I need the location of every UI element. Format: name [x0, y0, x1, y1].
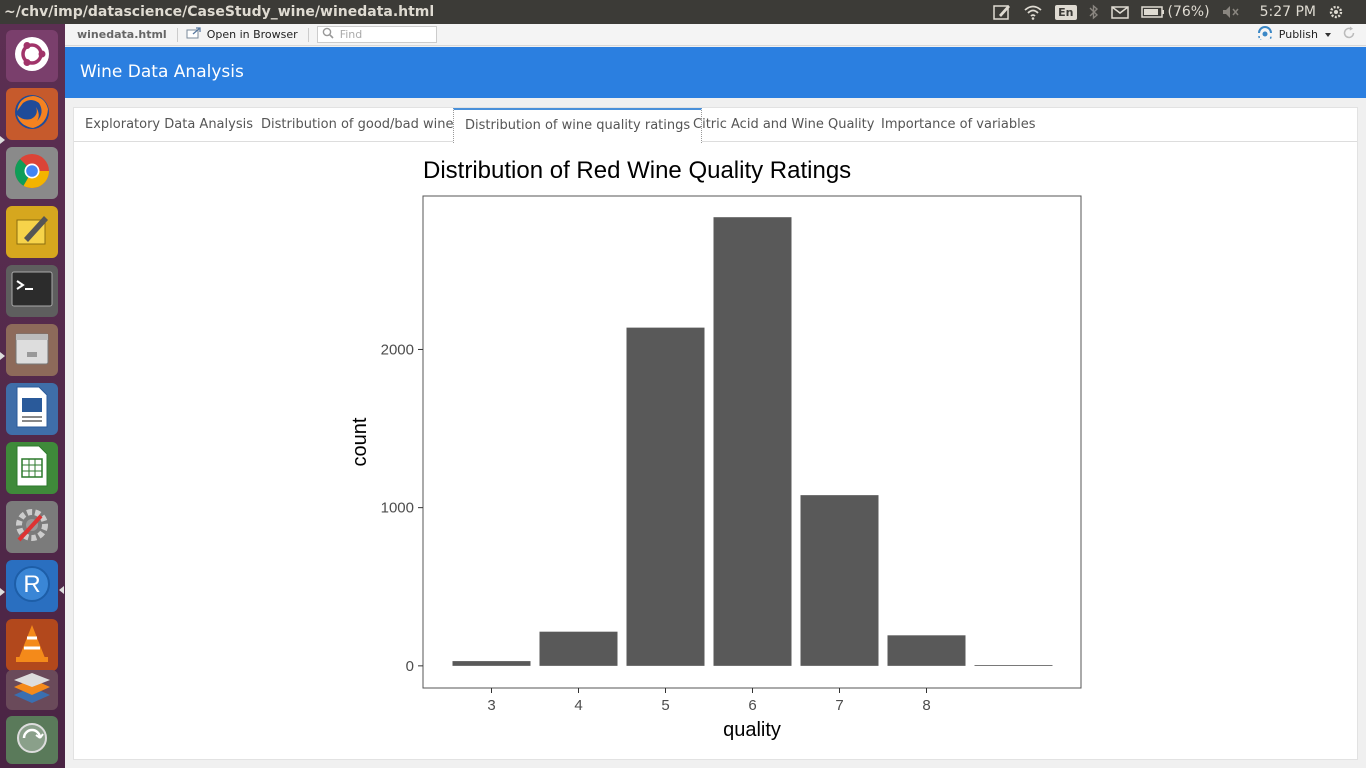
launcher-r[interactable]: R [6, 560, 58, 612]
system-tray: En (76%) 5:27 PM [993, 3, 1366, 21]
launcher-firefox[interactable] [6, 88, 58, 140]
chart-title: Distribution of Red Wine Quality Ratings [423, 157, 851, 184]
settings-icon [11, 504, 53, 550]
tab-bar: Exploratory Data Analysis Distribution o… [74, 108, 1357, 143]
files-icon [12, 328, 52, 372]
bar-quality-3 [452, 661, 531, 666]
volume-muted-icon[interactable] [1222, 3, 1240, 21]
window-title: ~/chv/imp/datascience/CaseStudy_wine/win… [4, 4, 435, 20]
x-tick-label: 7 [835, 697, 843, 714]
tab-distribution-good-bad-wine[interactable]: Distribution of good/bad wine [261, 117, 454, 132]
launcher-stack[interactable] [6, 670, 58, 710]
terminal-icon [11, 271, 53, 311]
system-top-bar: ~/chv/imp/datascience/CaseStudy_wine/win… [0, 0, 1366, 24]
keyboard-layout-indicator[interactable]: En [1055, 3, 1077, 21]
search-icon [322, 27, 334, 42]
running-indicator [0, 588, 5, 596]
find-placeholder: Find [339, 28, 363, 41]
viewer-file-name: winedata.html [65, 27, 178, 42]
bar-quality-6 [713, 217, 792, 666]
ubuntu-dash-button[interactable] [6, 30, 58, 82]
bar-quality-8 [887, 635, 966, 666]
firefox-icon [11, 91, 53, 137]
stack-icon [10, 671, 54, 709]
bar-chart-svg: Distribution of Red Wine Quality Ratings… [349, 157, 1082, 741]
launcher-calc[interactable] [6, 442, 58, 494]
wifi-icon[interactable] [1023, 3, 1043, 21]
focused-indicator [59, 586, 64, 594]
launcher-vlc[interactable] [6, 619, 58, 671]
x-tick-label: 4 [574, 697, 582, 714]
chrome-icon [12, 151, 52, 195]
calc-icon [14, 445, 50, 491]
bar-quality-7 [800, 495, 879, 666]
x-tick-label: 8 [922, 697, 930, 714]
tab-importance-of-variables[interactable]: Importance of variables [881, 117, 1036, 132]
running-indicator [0, 352, 5, 360]
y-tick-label: 1000 [381, 500, 414, 517]
chevron-down-icon [1324, 28, 1332, 41]
running-indicator [0, 136, 5, 144]
bar-quality-4 [539, 631, 618, 666]
launcher-chrome[interactable] [6, 147, 58, 199]
open-in-browser-label: Open in Browser [206, 28, 298, 41]
launcher-terminal[interactable] [6, 265, 58, 317]
quality-distribution-chart: Distribution of Red Wine Quality Ratings… [330, 148, 1100, 752]
mail-icon[interactable] [1110, 3, 1129, 21]
ubuntu-icon [12, 34, 52, 78]
x-axis-label: quality [723, 719, 781, 741]
bluetooth-icon[interactable] [1089, 3, 1099, 21]
trash-icon [12, 720, 52, 760]
unity-launcher: R [0, 24, 65, 768]
find-field[interactable]: Find [316, 26, 437, 43]
viewer-toolbar: winedata.html Open in Browser Find Publi… [65, 24, 1366, 46]
y-tick-label: 2000 [381, 341, 414, 358]
tab-distribution-quality-ratings[interactable]: Distribution of wine quality ratings [453, 108, 703, 143]
app-title: Wine Data Analysis [80, 62, 244, 82]
publish-icon [1257, 26, 1273, 43]
open-in-browser-button[interactable]: Open in Browser [178, 27, 309, 42]
bar-quality-extra [974, 665, 1053, 666]
y-axis-label: count [349, 417, 371, 466]
y-tick-label: 0 [406, 658, 414, 675]
launcher-settings[interactable] [6, 501, 58, 553]
open-browser-icon [186, 27, 202, 42]
app-header: Wine Data Analysis [65, 47, 1366, 98]
launcher-text-editor[interactable] [6, 206, 58, 258]
launcher-trash[interactable] [6, 716, 58, 764]
vlc-icon [12, 622, 52, 668]
x-tick-label: 3 [487, 697, 495, 714]
battery-percent: (76%) [1167, 4, 1210, 20]
r-icon: R [11, 563, 53, 609]
writer-icon [14, 386, 50, 432]
battery-indicator[interactable]: (76%) [1140, 3, 1210, 21]
launcher-writer[interactable] [6, 383, 58, 435]
x-tick-label: 5 [661, 697, 669, 714]
svg-text:R: R [23, 571, 40, 598]
tab-citric-acid-quality[interactable]: Citric Acid and Wine Quality [693, 117, 875, 132]
clock[interactable]: 5:27 PM [1259, 4, 1316, 20]
power-gear-icon[interactable] [1328, 3, 1344, 21]
bar-quality-5 [626, 327, 705, 666]
launcher-files[interactable] [6, 324, 58, 376]
refresh-icon[interactable] [1342, 26, 1362, 44]
text-editor-icon [12, 210, 52, 254]
note-icon[interactable] [993, 3, 1011, 21]
x-tick-label: 6 [748, 697, 756, 714]
publish-label: Publish [1278, 28, 1318, 41]
publish-button[interactable]: Publish [1257, 26, 1342, 43]
tab-exploratory-data-analysis[interactable]: Exploratory Data Analysis [85, 117, 253, 132]
keyboard-layout-label: En [1055, 4, 1077, 20]
